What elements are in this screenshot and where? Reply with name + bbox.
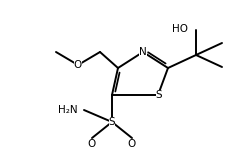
Text: O: O [88,139,96,149]
Text: S: S [156,90,162,100]
Text: O: O [74,60,82,70]
Text: O: O [128,139,136,149]
Text: S: S [109,117,115,127]
Text: HO: HO [172,24,188,34]
Text: H₂N: H₂N [58,105,78,115]
Text: N: N [139,47,147,57]
